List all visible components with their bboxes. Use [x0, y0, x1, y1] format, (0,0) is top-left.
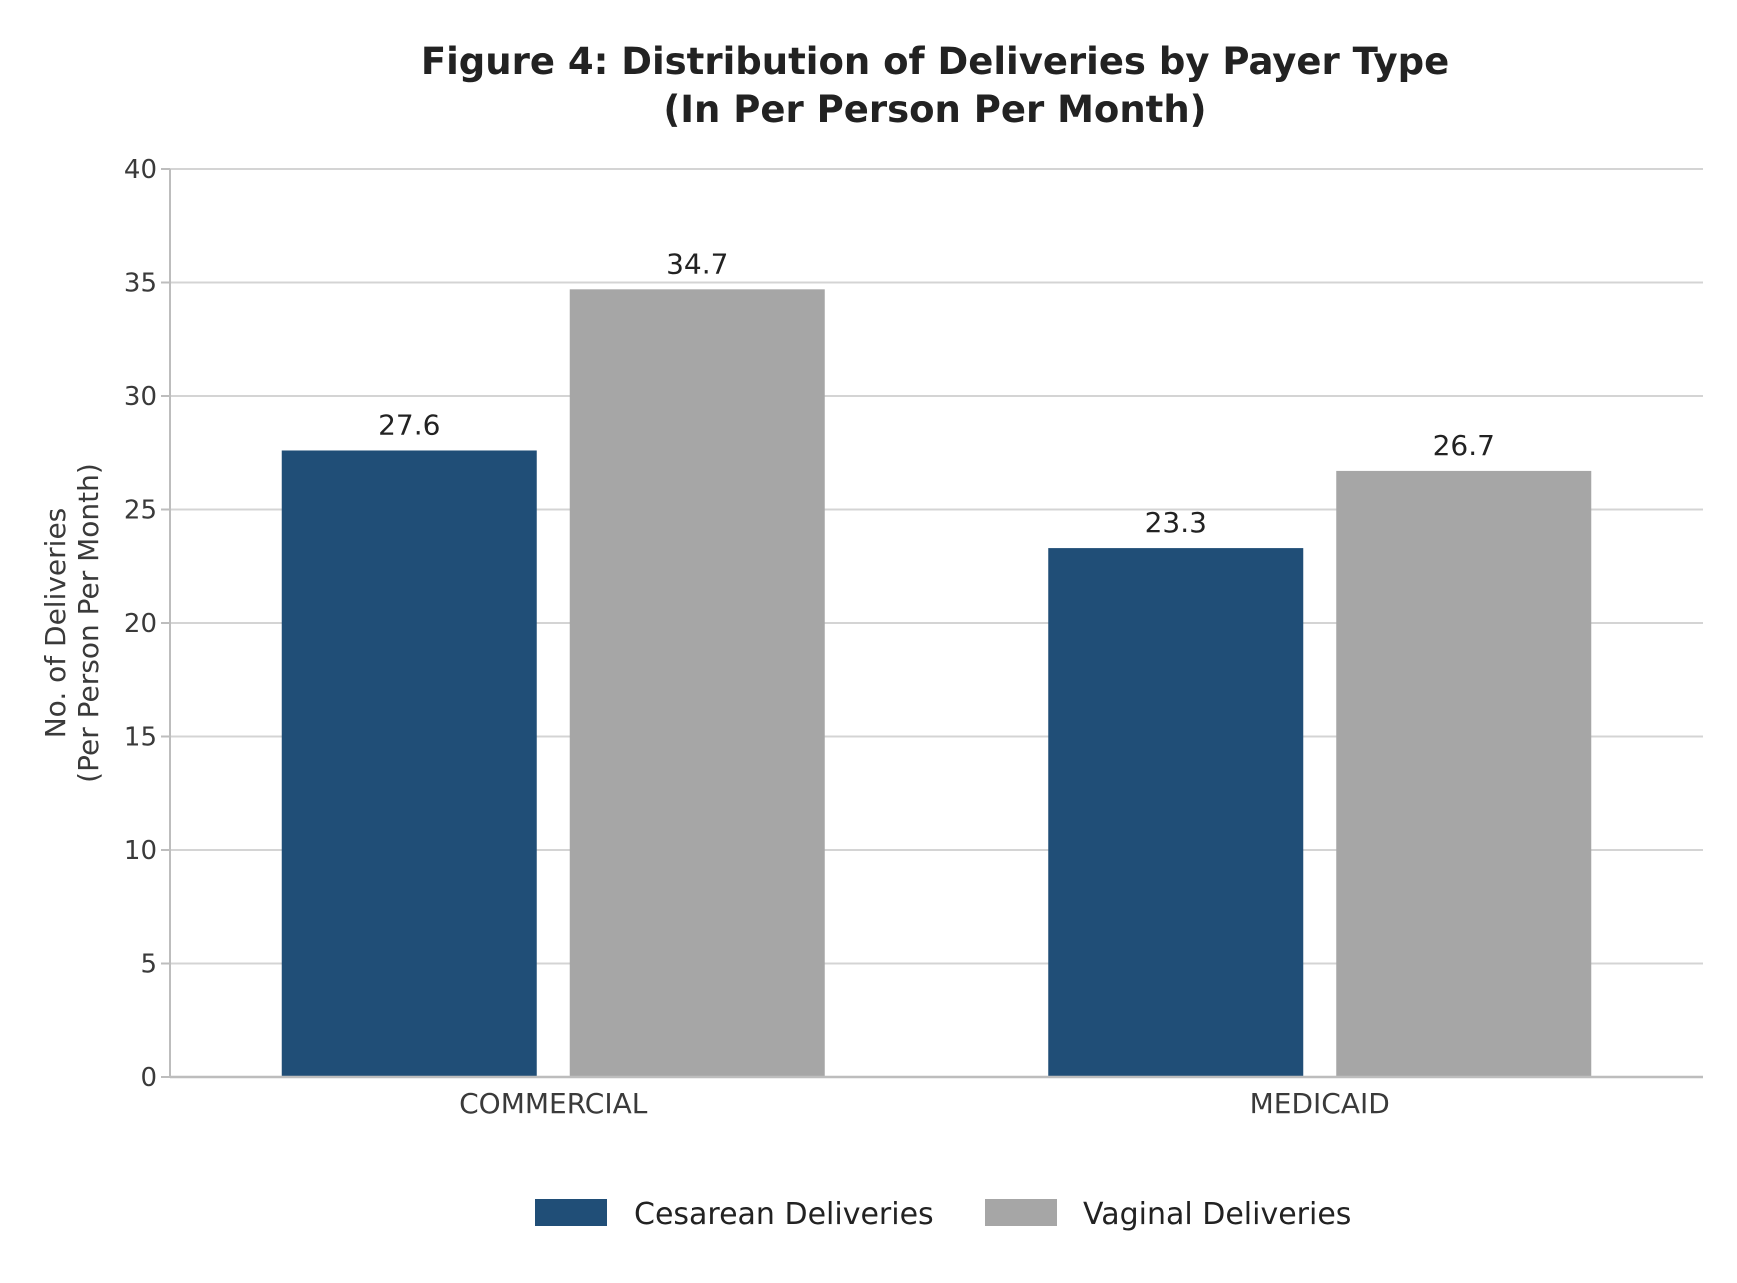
data-label: 34.7: [666, 247, 728, 280]
chart-title-line-2: (In Per Person Per Month): [663, 88, 1206, 131]
axes: [169, 169, 1703, 1079]
legend-label: Cesarean Deliveries: [634, 1197, 934, 1232]
legend: Cesarean Deliveries Vaginal Deliveries: [535, 1197, 1351, 1232]
y-tick-labels: 0 5 10 15 20 25 30 35 40: [124, 155, 170, 1093]
y-tick-label: 40: [124, 155, 157, 185]
y-tick-label: 30: [124, 382, 157, 412]
category-labels: COMMERCIAL MEDICAID: [459, 1087, 1390, 1120]
data-labels: 27.6 34.7 23.3 26.7: [378, 247, 1495, 539]
bar: [1336, 470, 1592, 1077]
y-tick-label: 35: [124, 269, 157, 299]
y-axis-title: No. of Deliveries (Per Person Per Month): [39, 463, 105, 783]
y-axis-title-line-2: (Per Person Per Month): [72, 463, 105, 783]
legend-swatch: [985, 1199, 1057, 1226]
y-tick-label: 0: [140, 1063, 157, 1093]
y-tick-label: 5: [140, 950, 157, 980]
bars: [281, 289, 1592, 1078]
data-label: 26.7: [1433, 429, 1495, 462]
y-tick-label: 10: [124, 836, 157, 866]
legend-label: Vaginal Deliveries: [1083, 1197, 1351, 1232]
y-tick-label: 20: [124, 609, 157, 639]
chart-title: Figure 4: Distribution of Deliveries by …: [421, 40, 1449, 131]
category-label: COMMERCIAL: [459, 1087, 648, 1120]
y-tick-label: 25: [124, 496, 157, 526]
y-tick-label: 15: [124, 723, 157, 753]
y-axis-title-line-1: No. of Deliveries: [39, 508, 72, 739]
data-label: 23.3: [1145, 506, 1207, 539]
category-label: MEDICAID: [1250, 1087, 1390, 1120]
data-label: 27.6: [378, 408, 440, 441]
legend-swatch: [535, 1199, 607, 1226]
bar: [281, 450, 537, 1078]
chart-title-line-1: Figure 4: Distribution of Deliveries by …: [421, 40, 1449, 83]
bar: [569, 289, 825, 1077]
bar: [1048, 548, 1304, 1077]
